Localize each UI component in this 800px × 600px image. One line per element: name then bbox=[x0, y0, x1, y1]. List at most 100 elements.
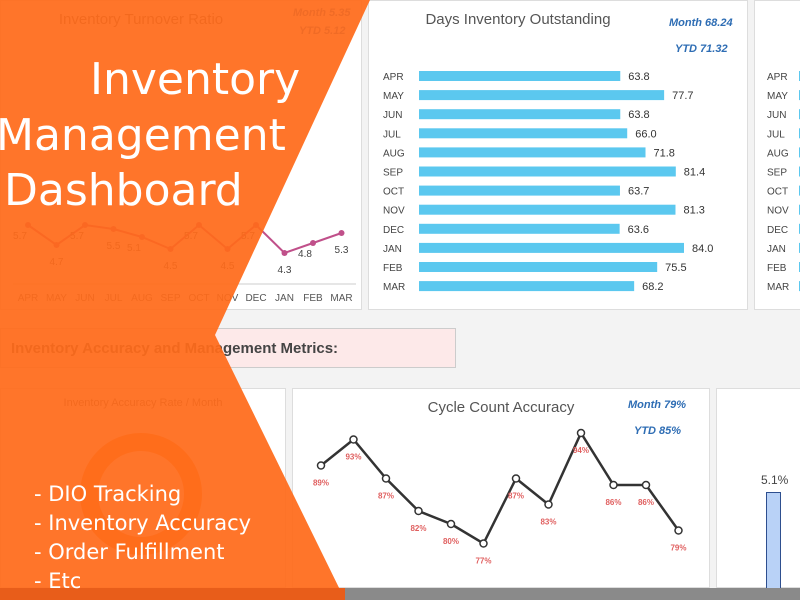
dio-category-label: APR bbox=[383, 72, 404, 83]
right-category-label: NOV bbox=[767, 206, 789, 217]
turnover-tick-label: MAY bbox=[46, 293, 67, 304]
dio-value-label: 63.6 bbox=[628, 224, 649, 236]
cycle-value-label: 86% bbox=[638, 498, 654, 507]
cycle-value-label: 87% bbox=[378, 492, 394, 501]
cycle-point bbox=[381, 474, 391, 483]
feature-item: - DIO Tracking bbox=[34, 482, 182, 506]
dio-value-label: 66.0 bbox=[635, 128, 656, 140]
turnover-value-label: 5.5 bbox=[107, 241, 121, 252]
hero-title-line-3: Dashboard bbox=[4, 165, 243, 216]
dio-value-label: 63.8 bbox=[628, 71, 649, 83]
turnover-point bbox=[139, 234, 145, 240]
cycle-ytd-kpi: YTD 85% bbox=[634, 425, 682, 437]
right-category-label: DEC bbox=[767, 225, 788, 236]
turnover-tick-label: DEC bbox=[245, 293, 266, 304]
turnover-point bbox=[110, 226, 117, 232]
dio-value-label: 63.7 bbox=[628, 186, 649, 198]
dio-title: Days Inventory Outstanding bbox=[425, 11, 611, 28]
dio-value-label: 71.8 bbox=[654, 147, 675, 159]
dio-bar bbox=[419, 242, 684, 253]
cycle-point bbox=[349, 435, 358, 444]
dio-bar bbox=[419, 223, 620, 234]
turnover-value-label: 5.7 bbox=[241, 231, 255, 242]
dio-bar bbox=[419, 109, 621, 120]
turnover-tick-label: APR bbox=[18, 293, 39, 304]
dio-category-label: OCT bbox=[383, 187, 404, 198]
cycle-value-label: 89% bbox=[313, 479, 329, 488]
turnover-value-label: 5.7 bbox=[70, 231, 84, 242]
cycle-point bbox=[316, 461, 326, 470]
cycle-value-label: 83% bbox=[540, 518, 556, 527]
right-category-label: MAY bbox=[767, 91, 788, 102]
cycle-point bbox=[414, 506, 423, 516]
feature-item: - Etc bbox=[34, 569, 82, 593]
cycle-point bbox=[641, 480, 651, 490]
small-bar-panel: 5.1% bbox=[716, 388, 800, 592]
turnover-point bbox=[253, 222, 259, 228]
hero-title-line-2: Management bbox=[0, 110, 286, 161]
cycle-month-kpi: Month 79% bbox=[628, 399, 687, 411]
dio-month-kpi: Month 68.24 bbox=[669, 17, 733, 29]
cycle-value-label: 80% bbox=[443, 537, 459, 546]
dio-ytd-kpi: YTD 71.32 bbox=[675, 43, 728, 55]
cycle-value-label: 86% bbox=[605, 498, 621, 507]
cycle-line bbox=[320, 430, 680, 546]
cycle-point bbox=[609, 480, 618, 490]
dio-bar bbox=[419, 185, 620, 196]
dio-value-label: 63.8 bbox=[628, 109, 649, 121]
cycle-point bbox=[576, 428, 586, 438]
turnover-tick-label: FEB bbox=[303, 293, 323, 304]
cycle-value-label: 82% bbox=[410, 524, 426, 533]
bottom-bar-overlay bbox=[0, 588, 345, 600]
dio-value-label: 81.4 bbox=[684, 167, 705, 179]
right-category-label: SEP bbox=[767, 168, 787, 179]
turnover-point bbox=[53, 242, 60, 248]
dio-bar bbox=[419, 90, 665, 101]
turnover-point bbox=[196, 222, 202, 228]
right-category-label: MAR bbox=[767, 282, 789, 293]
turnover-value-label: 4.3 bbox=[278, 265, 292, 276]
right-category-label: FEB bbox=[767, 263, 787, 274]
dio-bar bbox=[419, 128, 628, 139]
turnover-point bbox=[25, 222, 31, 228]
turnover-point bbox=[338, 230, 345, 236]
turnover-point bbox=[82, 222, 88, 228]
dio-bar bbox=[419, 262, 658, 272]
cycle-value-label: 94% bbox=[573, 446, 589, 455]
dio-chart: APR 63.8 MAY 77.7 JUN 63.8 JUL 66.0 AUG 71.8 SEP 81… bbox=[383, 71, 713, 293]
dio-category-label: SEP bbox=[383, 168, 403, 179]
turnover-tick-label: SEP bbox=[160, 293, 180, 304]
turnover-tick-label: JAN bbox=[275, 293, 294, 304]
feature-item: - Inventory Accuracy bbox=[34, 511, 252, 535]
dio-value-label: 81.3 bbox=[683, 205, 704, 217]
turnover-tick-label: JUN bbox=[75, 293, 94, 304]
turnover-value-label: 5.1 bbox=[127, 243, 141, 254]
dio-category-label: JUN bbox=[383, 110, 402, 121]
cycle-point bbox=[479, 539, 488, 548]
dio-category-label: FEB bbox=[383, 263, 403, 274]
cycle-value-label: 87% bbox=[508, 492, 524, 501]
right-chart: APR MAY JUN JUL AUG SEP OCT NOV DEC JAN FEB MAR bbox=[767, 71, 800, 293]
dio-bar bbox=[419, 147, 646, 158]
dio-value-label: 77.7 bbox=[672, 90, 693, 102]
cycle-point bbox=[544, 500, 553, 509]
dio-bar bbox=[419, 281, 635, 292]
turnover-tick-label: NOV bbox=[217, 293, 239, 304]
dio-bar bbox=[419, 71, 621, 81]
turnover-value-label: 4.5 bbox=[221, 261, 235, 272]
section-header: Inventory Accuracy and Management Metric… bbox=[0, 328, 456, 368]
dio-category-label: DEC bbox=[383, 225, 404, 236]
small-bar bbox=[766, 492, 781, 592]
turnover-tick-label: AUG bbox=[131, 293, 153, 304]
cycle-point bbox=[446, 519, 456, 529]
dio-category-label: NOV bbox=[383, 206, 405, 217]
turnover-point bbox=[310, 240, 316, 246]
right-panel: APR MAY JUN JUL AUG SEP OCT NOV DEC JAN FEB MAR bbox=[754, 0, 800, 310]
dio-value-label: 84.0 bbox=[692, 243, 713, 255]
feature-item: - Order Fulfillment bbox=[34, 540, 225, 564]
cycle-chart: 89% 93% 87% 82% 80% 77% 87% 83% 94% 86% 86% 79% bbox=[313, 428, 687, 566]
turnover-tick-label: OCT bbox=[188, 293, 209, 304]
turnover-value-label: 5.7 bbox=[13, 231, 27, 242]
dio-bar bbox=[419, 204, 676, 215]
turnover-value-label: 4.5 bbox=[164, 261, 178, 272]
